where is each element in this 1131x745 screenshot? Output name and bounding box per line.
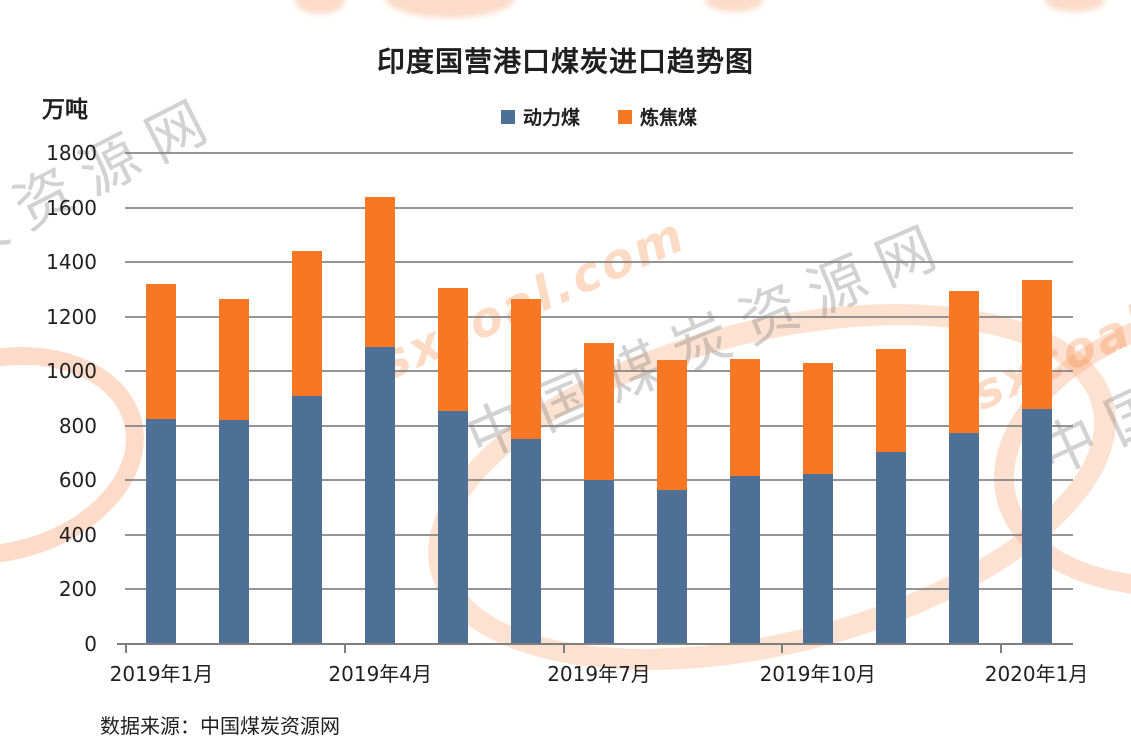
watermark-top-blob-3 bbox=[705, 0, 763, 12]
x-tick-label-2019年1月: 2019年1月 bbox=[109, 662, 214, 686]
gridline-1200 bbox=[125, 315, 1073, 318]
bar-segment-2019年9月-炼焦煤 bbox=[729, 358, 760, 477]
y-tick-label-1400: 1400 bbox=[46, 250, 97, 275]
x-tick-label-2019年4月: 2019年4月 bbox=[328, 662, 433, 686]
x-tick-2020年1月 bbox=[1000, 645, 1003, 653]
bar-segment-2020年1月-炼焦煤 bbox=[1021, 279, 1052, 410]
y-axis-unit-label: 万吨 bbox=[42, 97, 88, 123]
gridline-1400 bbox=[125, 261, 1073, 264]
y-tick-label-1800: 1800 bbox=[46, 141, 97, 165]
x-tick-2019年1月 bbox=[125, 645, 127, 653]
bar-segment-2019年6月-动力煤 bbox=[511, 439, 542, 644]
bar-segment-2019年3月-动力煤 bbox=[292, 395, 323, 644]
bar-segment-2019年5月-炼焦煤 bbox=[438, 288, 469, 411]
x-tick-2019年4月 bbox=[343, 645, 346, 653]
bar-segment-2019年7月-动力煤 bbox=[584, 480, 614, 644]
bar-segment-2019年8月-炼焦煤 bbox=[656, 360, 687, 490]
y-tick-label-1600: 1600 bbox=[46, 195, 97, 220]
watermark-top-blob-2 bbox=[385, 0, 515, 18]
legend: 动力煤 炼焦煤 bbox=[125, 103, 1073, 130]
gridline-1800 bbox=[125, 152, 1073, 154]
bar-segment-2019年10月-炼焦煤 bbox=[802, 363, 833, 474]
x-axis-line bbox=[117, 643, 1073, 645]
legend-swatch-coking-coal bbox=[618, 109, 632, 124]
bar-segment-2019年2月-炼焦煤 bbox=[219, 298, 250, 421]
legend-item-coking-coal: 炼焦煤 bbox=[618, 103, 697, 130]
y-tick-label-400: 400 bbox=[58, 522, 97, 547]
legend-label-coking-coal: 炼焦煤 bbox=[640, 107, 698, 129]
x-tick-label-2019年10月: 2019年10月 bbox=[759, 662, 876, 686]
legend-label-thermal-coal: 动力煤 bbox=[522, 107, 580, 129]
source-note: 数据来源：中国煤炭资源网 bbox=[100, 714, 340, 738]
y-tick-label-200: 200 bbox=[58, 577, 97, 602]
x-tick-2019年10月 bbox=[781, 645, 784, 653]
watermark-top-blob-4 bbox=[1045, 0, 1105, 12]
watermark-top-blob-1 bbox=[295, 0, 345, 14]
x-tick-label-2019年7月: 2019年7月 bbox=[547, 662, 651, 686]
bar-segment-2019年7月-炼焦煤 bbox=[584, 342, 614, 481]
bar-segment-2019年11月-炼焦煤 bbox=[875, 349, 906, 452]
x-tick-label-2020年1月: 2020年1月 bbox=[984, 662, 1089, 686]
bar-segment-2019年4月-炼焦煤 bbox=[365, 196, 396, 347]
bar-segment-2019年1月-炼焦煤 bbox=[146, 283, 177, 419]
gridline-1600 bbox=[125, 206, 1073, 209]
bar-segment-2019年5月-动力煤 bbox=[438, 410, 469, 644]
bar-segment-2019年10月-动力煤 bbox=[802, 473, 833, 644]
bar-segment-2019年9月-动力煤 bbox=[729, 476, 760, 644]
bar-segment-2019年12月-动力煤 bbox=[948, 432, 979, 644]
y-tick-label-0: 0 bbox=[84, 632, 97, 656]
y-tick-label-1000: 1000 bbox=[46, 359, 97, 384]
bar-segment-2019年3月-炼焦煤 bbox=[292, 251, 323, 396]
legend-item-thermal-coal: 动力煤 bbox=[500, 103, 580, 130]
bar-segment-2019年2月-动力煤 bbox=[219, 420, 250, 644]
bar-segment-2019年6月-炼焦煤 bbox=[511, 298, 542, 440]
bar-segment-2019年12月-炼焦煤 bbox=[948, 290, 979, 433]
y-tick-label-800: 800 bbox=[58, 413, 97, 438]
x-tick-2019年7月 bbox=[562, 645, 565, 653]
bar-segment-2019年8月-动力煤 bbox=[656, 489, 687, 644]
plot-area bbox=[117, 152, 1073, 645]
legend-swatch-thermal-coal bbox=[500, 109, 515, 124]
chart-title: 印度国营港口煤炭进口趋势图 bbox=[376, 45, 754, 78]
bar-segment-2019年1月-动力煤 bbox=[146, 418, 177, 644]
y-tick-label-600: 600 bbox=[58, 468, 97, 493]
bar-segment-2019年11月-动力煤 bbox=[875, 451, 906, 644]
y-tick-label-1200: 1200 bbox=[46, 304, 97, 329]
bar-segment-2020年1月-动力煤 bbox=[1021, 409, 1052, 644]
bar-segment-2019年4月-动力煤 bbox=[365, 346, 396, 644]
